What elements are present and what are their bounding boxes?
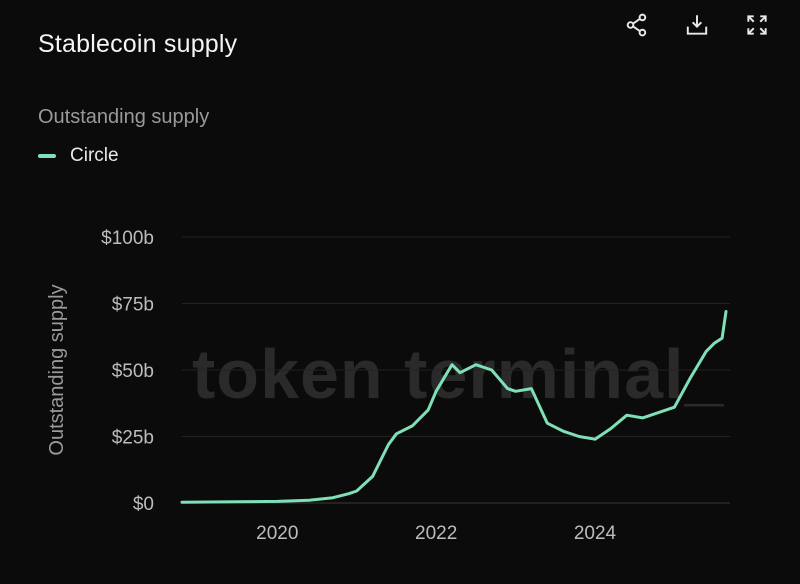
y-tick-label: $50b: [112, 361, 154, 382]
y-axis-label: Outstanding supply: [46, 284, 68, 455]
x-tick-label: 2022: [415, 523, 457, 544]
series-line-circle[interactable]: [180, 310, 728, 504]
x-tick-label: 2020: [256, 523, 298, 544]
share-icon: [626, 13, 647, 37]
download-button[interactable]: [684, 12, 710, 38]
y-tick-label: $100b: [101, 228, 154, 249]
legend-label-circle: Circle: [70, 145, 119, 166]
chart-legend[interactable]: Circle: [38, 145, 119, 167]
y-axis-ticks: $0 $25b $50b $75b $100b: [101, 228, 154, 515]
grid-lines: [182, 236, 730, 504]
legend-swatch-circle: [38, 154, 56, 158]
watermark: token terminal_: [192, 335, 724, 413]
fullscreen-button[interactable]: [744, 12, 770, 38]
page-title: Stablecoin supply: [38, 30, 238, 58]
share-button[interactable]: [624, 12, 650, 38]
y-tick-label: $25b: [112, 428, 154, 449]
x-axis-ticks: 2020 2022 2024: [256, 523, 616, 544]
fullscreen-icon: [747, 15, 767, 35]
chart-subtitle: Outstanding supply: [38, 106, 210, 128]
x-tick-label: 2024: [574, 523, 617, 544]
y-tick-label: $0: [133, 494, 154, 515]
chart-toolbar: [624, 12, 770, 38]
y-tick-label: $75b: [112, 295, 154, 316]
download-icon: [686, 15, 708, 35]
